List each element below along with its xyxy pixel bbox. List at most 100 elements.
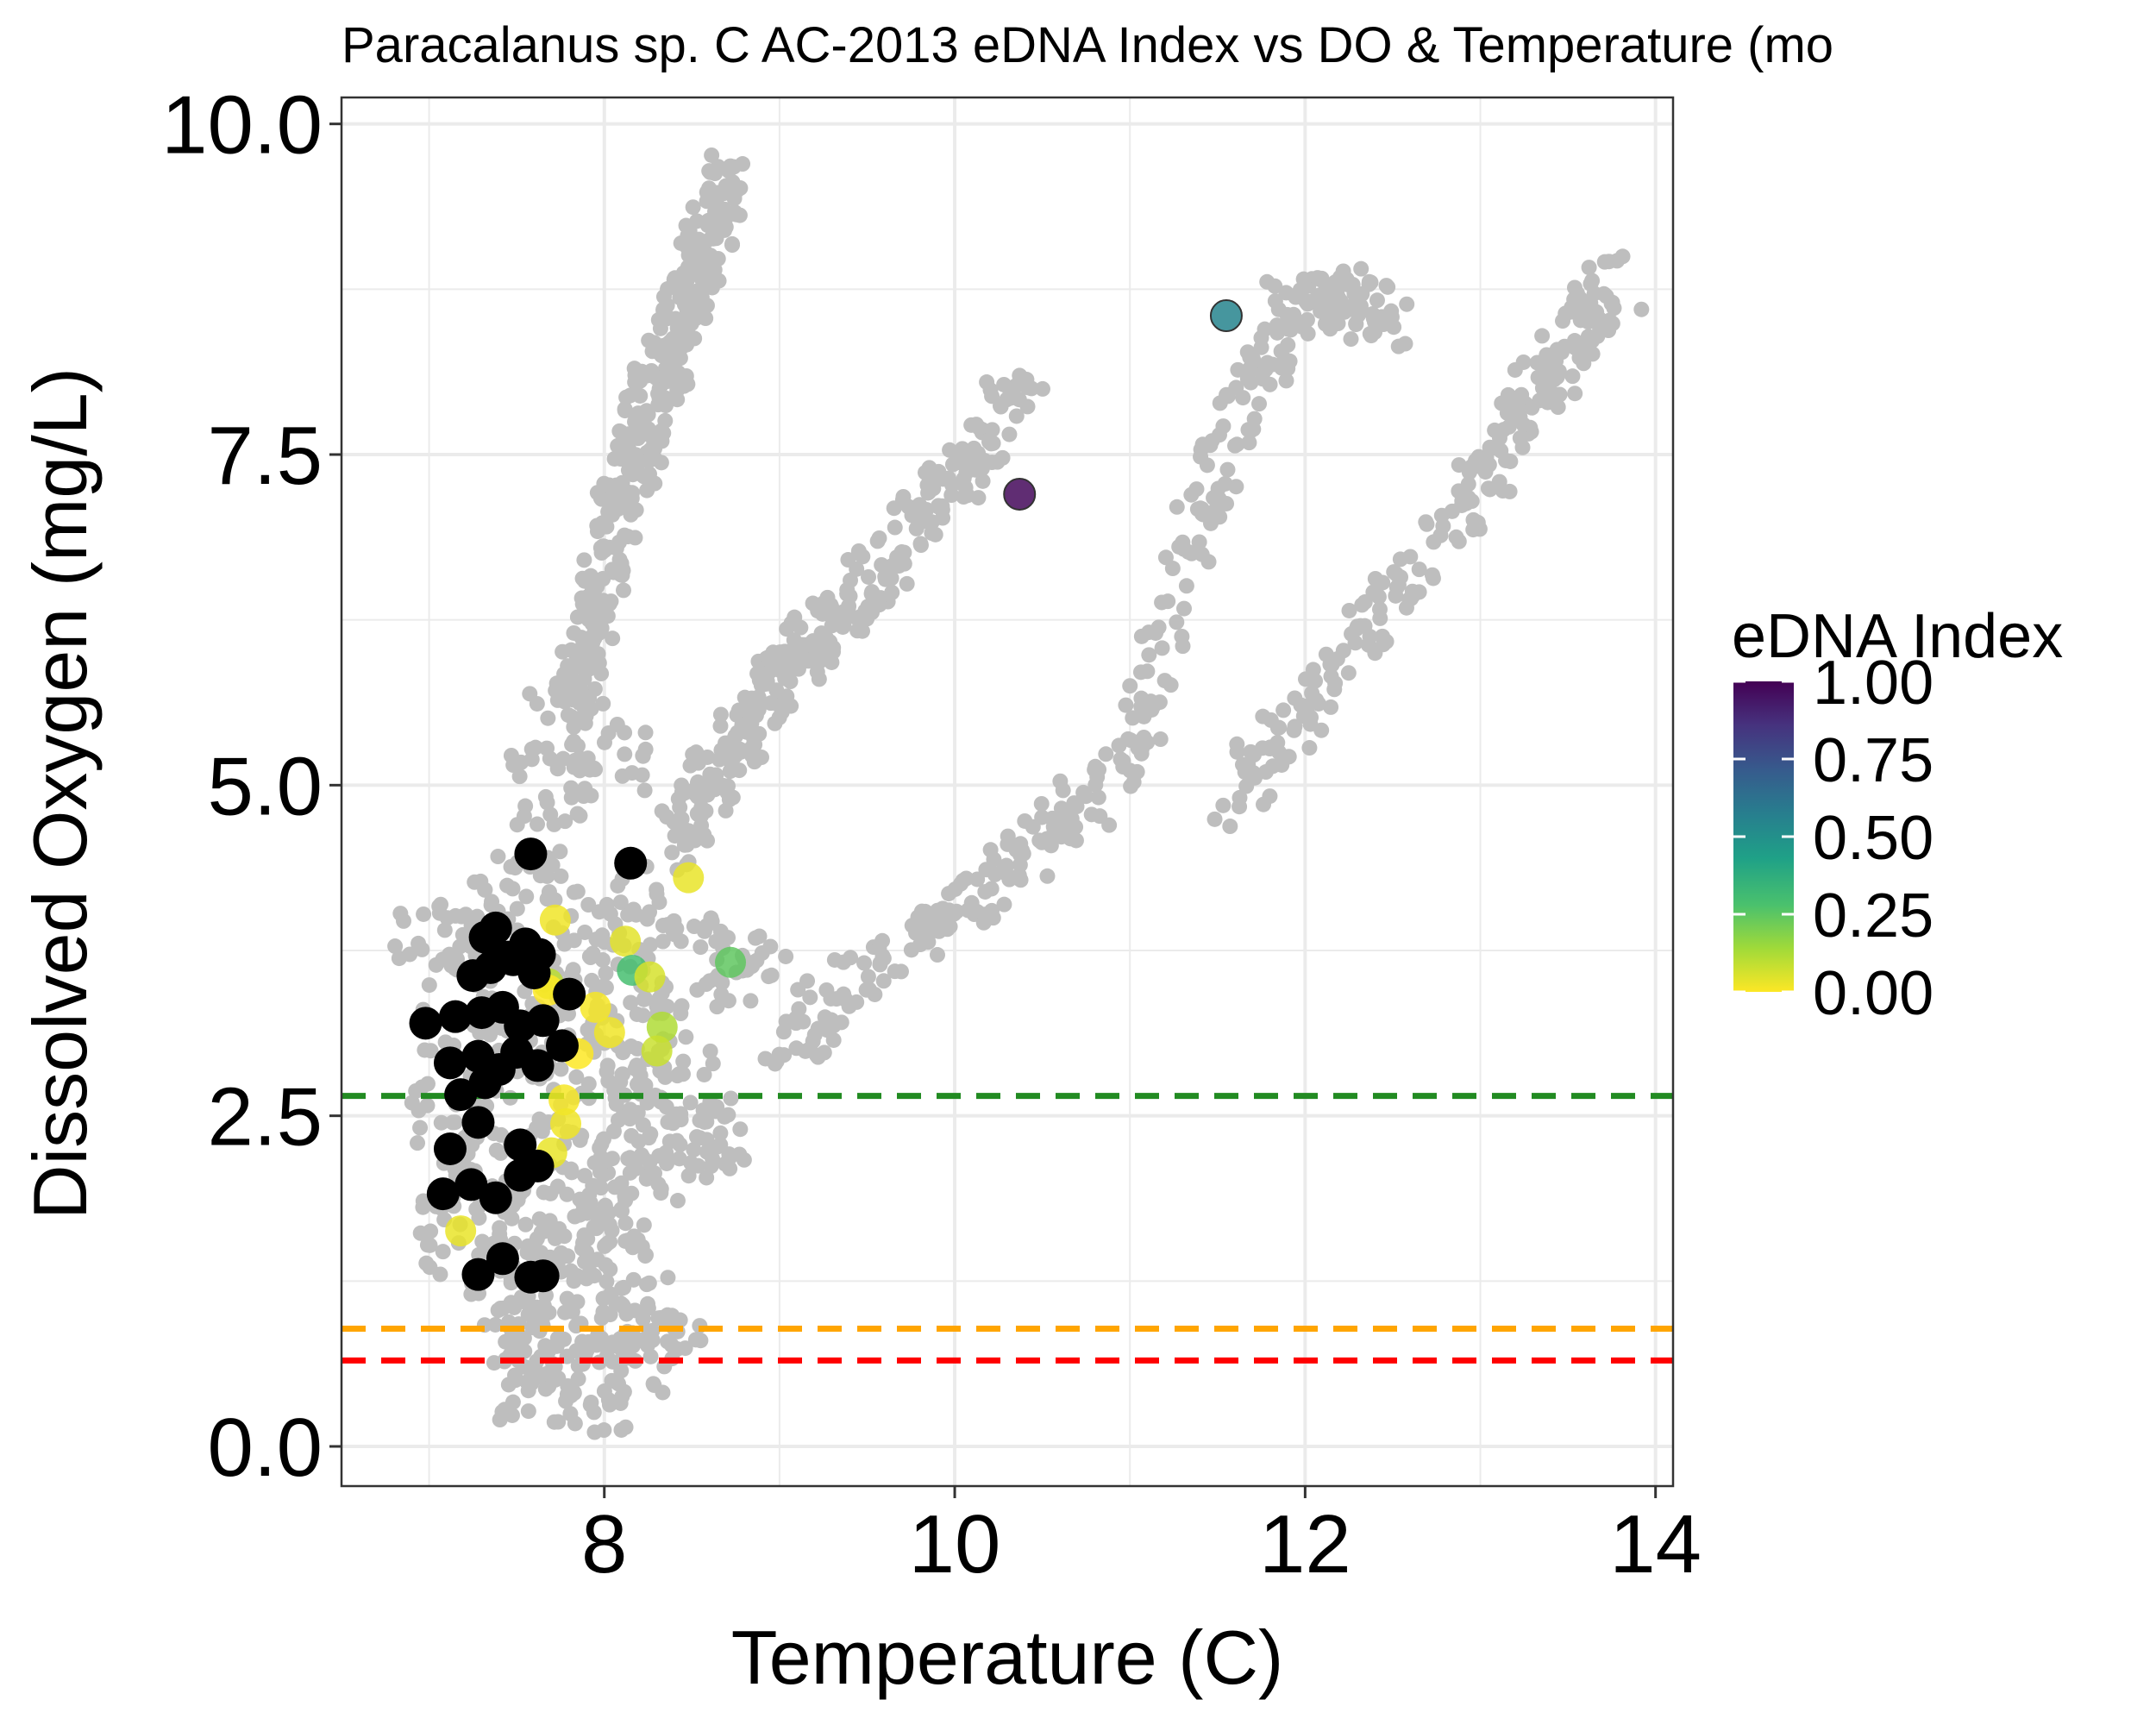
zero-detection-point [433, 1046, 467, 1080]
background-point [712, 718, 729, 734]
background-point [974, 461, 990, 477]
background-point [1532, 392, 1548, 409]
background-point [1309, 270, 1326, 286]
background-point [436, 922, 453, 938]
background-point [1399, 296, 1415, 312]
background-point [696, 1066, 712, 1082]
background-point [582, 950, 599, 966]
background-point [1609, 253, 1626, 269]
background-point [688, 744, 705, 761]
background-point [1564, 368, 1581, 385]
background-point [1327, 675, 1344, 692]
background-point [612, 894, 629, 911]
background-point [473, 873, 489, 889]
background-point [776, 1047, 793, 1063]
background-point [674, 270, 690, 286]
background-point [659, 809, 675, 825]
background-point [761, 969, 777, 985]
background-point [682, 1095, 699, 1111]
background-point [1257, 321, 1273, 337]
background-point [1460, 490, 1476, 506]
background-point [908, 925, 924, 941]
background-point [617, 1215, 634, 1232]
background-point [1175, 600, 1192, 617]
background-point [658, 1099, 674, 1115]
background-point [1090, 789, 1106, 806]
background-point [1460, 476, 1476, 492]
background-point [1348, 621, 1364, 637]
background-point [1267, 292, 1283, 309]
background-point [605, 630, 621, 647]
y-tick-label: 0.0 [208, 1402, 323, 1494]
background-point [596, 475, 612, 492]
colorbar-tick-label: 0.00 [1813, 959, 1934, 1028]
background-point [767, 715, 783, 731]
background-point [805, 633, 821, 649]
background-point [668, 920, 685, 937]
background-point [1212, 509, 1228, 525]
background-point [533, 1224, 549, 1240]
background-point [1219, 495, 1235, 511]
background-point [1243, 743, 1259, 760]
background-point [1242, 423, 1258, 439]
background-point [490, 849, 506, 865]
background-point [582, 1195, 599, 1211]
background-point [1514, 439, 1531, 455]
background-point [935, 510, 951, 526]
background-point [712, 1125, 729, 1141]
background-point [642, 442, 659, 458]
background-point [566, 884, 582, 900]
background-point [611, 551, 628, 568]
background-point [1200, 554, 1217, 570]
background-point [1245, 351, 1262, 367]
background-point [1191, 534, 1207, 550]
background-point [887, 519, 903, 536]
background-point [551, 682, 567, 699]
background-point [1210, 480, 1226, 497]
background-point [549, 761, 566, 777]
background-point [1495, 422, 1512, 438]
background-point [921, 484, 937, 500]
background-point [646, 368, 662, 385]
background-point [718, 802, 734, 819]
background-point [483, 897, 499, 913]
background-point [615, 582, 631, 599]
background-point [958, 870, 975, 887]
background-point [690, 246, 706, 262]
background-point [699, 1170, 715, 1186]
background-point [584, 616, 600, 632]
background-point [696, 923, 712, 939]
background-point [975, 473, 991, 489]
background-point [1232, 789, 1248, 806]
background-point [680, 1168, 697, 1184]
background-point [548, 1338, 565, 1354]
background-point [599, 608, 616, 624]
background-point [679, 837, 695, 853]
zero-detection-point [521, 1149, 555, 1182]
background-point [1033, 795, 1050, 812]
background-point [775, 1024, 792, 1040]
background-point [641, 1275, 657, 1291]
background-point [601, 1396, 617, 1413]
background-point [1229, 436, 1245, 453]
background-point [1269, 324, 1286, 341]
background-point [722, 158, 738, 174]
background-point [884, 584, 900, 600]
background-point [1120, 731, 1137, 747]
background-point [1078, 788, 1094, 805]
background-point [841, 598, 857, 614]
background-point [607, 1179, 624, 1195]
background-point [1583, 276, 1599, 292]
background-point [712, 923, 729, 939]
background-point [582, 644, 599, 661]
background-point [698, 976, 714, 993]
background-point [1122, 678, 1138, 694]
background-point [849, 994, 865, 1010]
background-point [552, 844, 568, 860]
background-point [527, 739, 543, 756]
background-point [824, 599, 840, 615]
background-point [984, 422, 1000, 438]
background-point [504, 1210, 520, 1226]
background-point [563, 1388, 580, 1404]
